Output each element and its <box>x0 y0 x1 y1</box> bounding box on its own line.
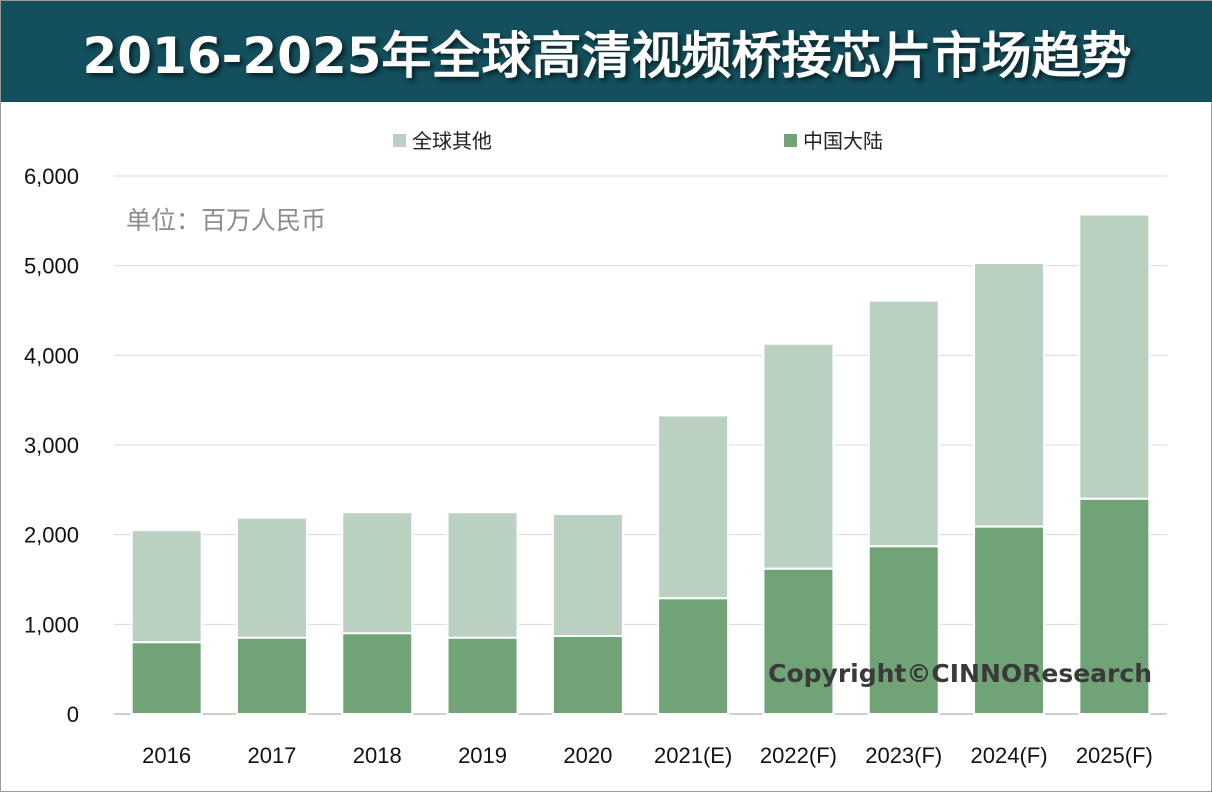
chart-title: 2016-2025年全球高清视频桥接芯片市场趋势 <box>82 26 1132 85</box>
bar-other <box>867 299 940 548</box>
bar-other <box>446 511 519 639</box>
unit-note: 单位：百万人民币 <box>126 206 326 235</box>
bar-china <box>1078 497 1151 715</box>
x-tick-label: 2025(F) <box>1076 743 1153 768</box>
x-tick-label: 2022(F) <box>760 743 837 768</box>
bar-other <box>235 516 308 639</box>
bar-china <box>551 634 624 715</box>
y-tick-label: 6,000 <box>24 164 79 189</box>
bar-china <box>762 567 835 715</box>
legend-label: 全球其他 <box>412 129 492 153</box>
bar-other <box>130 529 203 644</box>
bar-china <box>235 636 308 715</box>
x-tick-label: 2019 <box>458 743 507 768</box>
y-tick-label: 0 <box>67 702 79 727</box>
y-tick-label: 5,000 <box>24 254 79 279</box>
bar-china <box>341 632 414 715</box>
bar-other <box>973 261 1046 528</box>
x-tick-label: 2017 <box>247 743 296 768</box>
legend-swatch <box>393 134 406 147</box>
y-tick-label: 1,000 <box>24 612 79 637</box>
bar-other <box>341 511 414 635</box>
x-tick-label: 2023(F) <box>865 743 942 768</box>
bar-other <box>1078 213 1151 500</box>
bar-other <box>551 513 624 637</box>
bar-china <box>446 636 519 715</box>
bar-china <box>657 597 730 716</box>
x-tick-label: 2021(E) <box>654 743 732 768</box>
x-tick-label: 2018 <box>353 743 402 768</box>
legend-swatch <box>784 134 797 147</box>
x-tick-label: 2020 <box>563 743 612 768</box>
y-tick-label: 3,000 <box>24 433 79 458</box>
bar-other <box>657 414 730 600</box>
x-tick-label: 2024(F) <box>971 743 1048 768</box>
copyright-text: Copyright©CINNOResearch <box>768 659 1152 688</box>
x-tick-label: 2016 <box>142 743 191 768</box>
bar-china <box>867 545 940 715</box>
bar-china <box>130 641 203 715</box>
y-tick-label: 4,000 <box>24 343 79 368</box>
legend-label: 中国大陆 <box>803 129 883 153</box>
bar-other <box>762 342 835 570</box>
y-tick-label: 2,000 <box>24 523 79 548</box>
title-bar: 2016-2025年全球高清视频桥接芯片市场趋势 <box>1 1 1212 102</box>
bar-china <box>973 525 1046 716</box>
